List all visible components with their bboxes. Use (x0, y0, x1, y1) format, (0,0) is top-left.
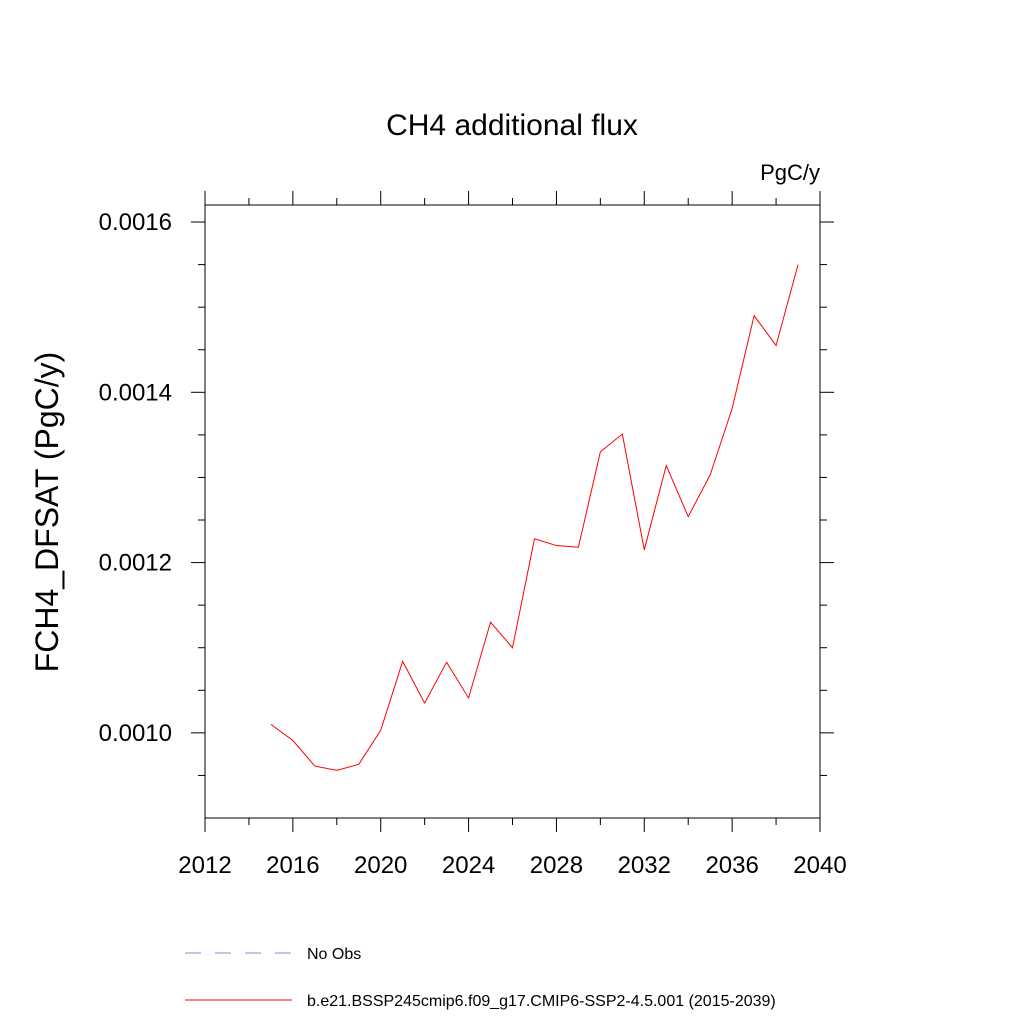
y-axis-ticks: 0.0010 0.0012 0.0014 0.0016 (99, 209, 834, 776)
x-axis-ticks: 2012 2016 2020 2024 2028 2032 2036 2040 (178, 191, 847, 879)
y-axis-label: FCH4_DFSAT (PgC/y) (29, 352, 65, 673)
legend: No Obs b.e21.BSSP245cmip6.f09_g17.CMIP6-… (185, 946, 776, 1010)
x-tick-label: 2020 (354, 852, 407, 879)
units-label: PgC/y (760, 160, 820, 185)
legend-label-no-obs: No Obs (307, 946, 361, 963)
series-lines (270, 264, 799, 771)
x-tick-label: 2032 (618, 852, 671, 879)
y-tick-label: 0.0014 (99, 379, 172, 406)
chart-title: CH4 additional flux (386, 109, 638, 142)
x-tick-label: 2036 (705, 852, 758, 879)
legend-label-model-run: b.e21.BSSP245cmip6.f09_g17.CMIP6-SSP2-4.… (307, 993, 776, 1010)
plot-frame (204, 204, 821, 819)
y-tick-label: 0.0012 (99, 550, 172, 577)
x-tick-label: 2012 (178, 852, 231, 879)
y-tick-label: 0.0010 (99, 720, 172, 747)
x-tick-label: 2040 (793, 852, 846, 879)
x-tick-label: 2016 (266, 852, 319, 879)
x-tick-label: 2028 (530, 852, 583, 879)
x-tick-label: 2024 (442, 852, 495, 879)
series-line-1 (270, 264, 799, 771)
y-tick-label: 0.0016 (99, 209, 172, 236)
